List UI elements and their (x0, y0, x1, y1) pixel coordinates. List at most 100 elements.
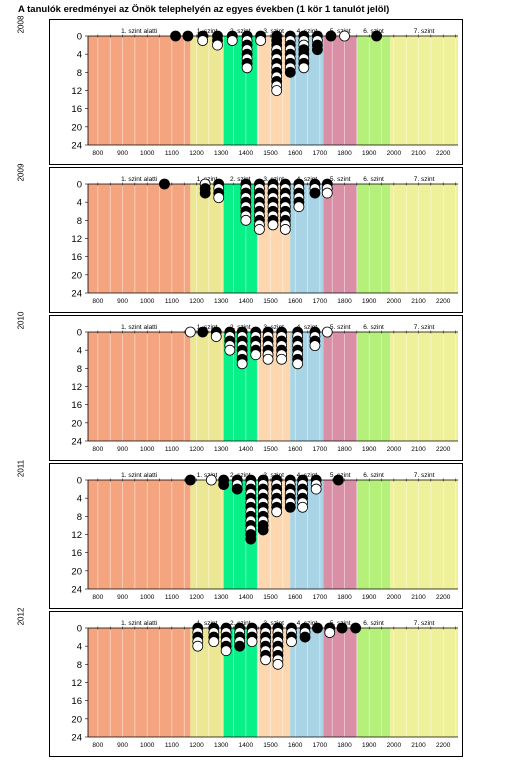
student-circle (255, 35, 267, 46)
level-band-label: 3. szint (263, 472, 284, 479)
x-tick-label: 1600 (288, 298, 303, 305)
level-band (290, 628, 324, 737)
chart-panel-2012: 2012 1. szint alatti 1. szint 2. szint 3. s… (17, 608, 463, 757)
chart-panel-2009: 2009 1. szint alatti 1. szint 2. szint 3. s… (17, 164, 463, 313)
y-tick-label: 12 (71, 530, 82, 541)
x-tick-label: 1400 (239, 298, 254, 305)
student-circle (210, 331, 222, 342)
student-circle (332, 474, 344, 486)
student-circle (284, 66, 296, 78)
level-band (323, 184, 357, 293)
student-circle (292, 358, 304, 370)
x-tick-label: 2000 (387, 742, 402, 749)
student-circle (250, 349, 262, 361)
x-tick-label: 1700 (313, 446, 328, 453)
x-tick-label: 1000 (140, 446, 155, 453)
level-band (223, 184, 257, 293)
x-tick-label: 1700 (313, 150, 328, 157)
x-tick-label: 1600 (288, 150, 303, 157)
y-tick-label: 8 (77, 660, 82, 671)
x-tick-label: 2200 (436, 150, 451, 157)
student-circle (257, 524, 269, 536)
level-band-label: 6. szint (363, 176, 384, 183)
student-circle (311, 44, 323, 56)
y-tick-label: 8 (77, 512, 82, 523)
level-band (323, 332, 357, 441)
student-circle (293, 201, 305, 213)
student-circle (325, 30, 337, 42)
y-tick-label: 20 (71, 270, 82, 281)
student-circle (159, 178, 170, 190)
student-circle (218, 479, 230, 490)
y-tick-label: 20 (71, 122, 82, 133)
student-circle (336, 622, 348, 634)
chart-panel-2008: 2008 1. szint alatti 1. szint 2. szint 3. s… (17, 16, 463, 165)
student-circle (299, 631, 311, 643)
level-band-label: 3. szint (263, 324, 284, 331)
x-tick-label: 1300 (214, 298, 229, 305)
level-band-label: 6. szint (363, 620, 384, 627)
x-tick-label: 2000 (387, 298, 402, 305)
student-circle (272, 658, 284, 670)
x-tick-label: 1200 (189, 446, 204, 453)
y-axis-year-label: 2010 (16, 311, 26, 330)
x-tick-label: 1200 (189, 594, 204, 601)
level-band-label: 1. szint (197, 620, 218, 627)
y-tick-label: 4 (77, 494, 82, 505)
x-tick-label: 1200 (189, 742, 204, 749)
y-tick-label: 8 (77, 216, 82, 227)
x-tick-label: 1800 (337, 594, 352, 601)
level-band-label: 1. szint (197, 28, 218, 35)
level-band (356, 36, 391, 145)
y-tick-label: 4 (77, 50, 82, 61)
x-tick-label: 1900 (362, 446, 377, 453)
student-circle (371, 30, 383, 42)
x-tick-label: 2200 (436, 298, 451, 305)
level-band-label: 1. szint (197, 324, 218, 331)
level-band-label: 7. szint (414, 620, 435, 627)
x-tick-label: 1600 (288, 594, 303, 601)
x-tick-label: 2100 (411, 446, 426, 453)
level-band (390, 36, 458, 145)
level-band-label: 4. szint (297, 28, 318, 35)
student-circle (240, 214, 252, 226)
student-circle (262, 353, 274, 365)
student-circle (199, 187, 211, 199)
x-tick-label: 2200 (436, 594, 451, 601)
level-band (190, 36, 224, 145)
student-circle (208, 636, 220, 648)
x-tick-label: 1500 (263, 594, 278, 601)
level-band (390, 628, 458, 737)
x-tick-label: 1000 (140, 742, 155, 749)
student-circle (245, 533, 257, 545)
student-circle (254, 224, 265, 235)
student-circle (184, 474, 196, 486)
x-tick-label: 1100 (165, 594, 179, 601)
student-circle (231, 483, 243, 495)
x-tick-label: 1700 (313, 298, 328, 305)
x-tick-label: 900 (117, 150, 128, 157)
y-tick-label: 8 (77, 364, 82, 375)
level-band-label: 7. szint (414, 176, 435, 183)
level-band (88, 184, 191, 293)
student-circle (226, 35, 238, 46)
x-tick-label: 1300 (214, 742, 229, 749)
y-tick-label: 16 (71, 548, 82, 559)
level-band (88, 628, 191, 737)
x-tick-label: 1100 (165, 298, 179, 305)
x-tick-label: 1500 (263, 446, 278, 453)
y-tick-label: 20 (71, 566, 82, 577)
level-band (323, 628, 357, 737)
x-tick-label: 1900 (362, 594, 377, 601)
student-circle (260, 654, 272, 666)
x-tick-label: 1400 (239, 150, 254, 157)
level-band-label: 1. szint alatti (121, 28, 157, 35)
level-band-label: 1. szint (197, 472, 218, 479)
level-band-label: 7. szint (414, 472, 435, 479)
x-tick-label: 900 (117, 594, 128, 601)
student-circle (246, 636, 258, 648)
